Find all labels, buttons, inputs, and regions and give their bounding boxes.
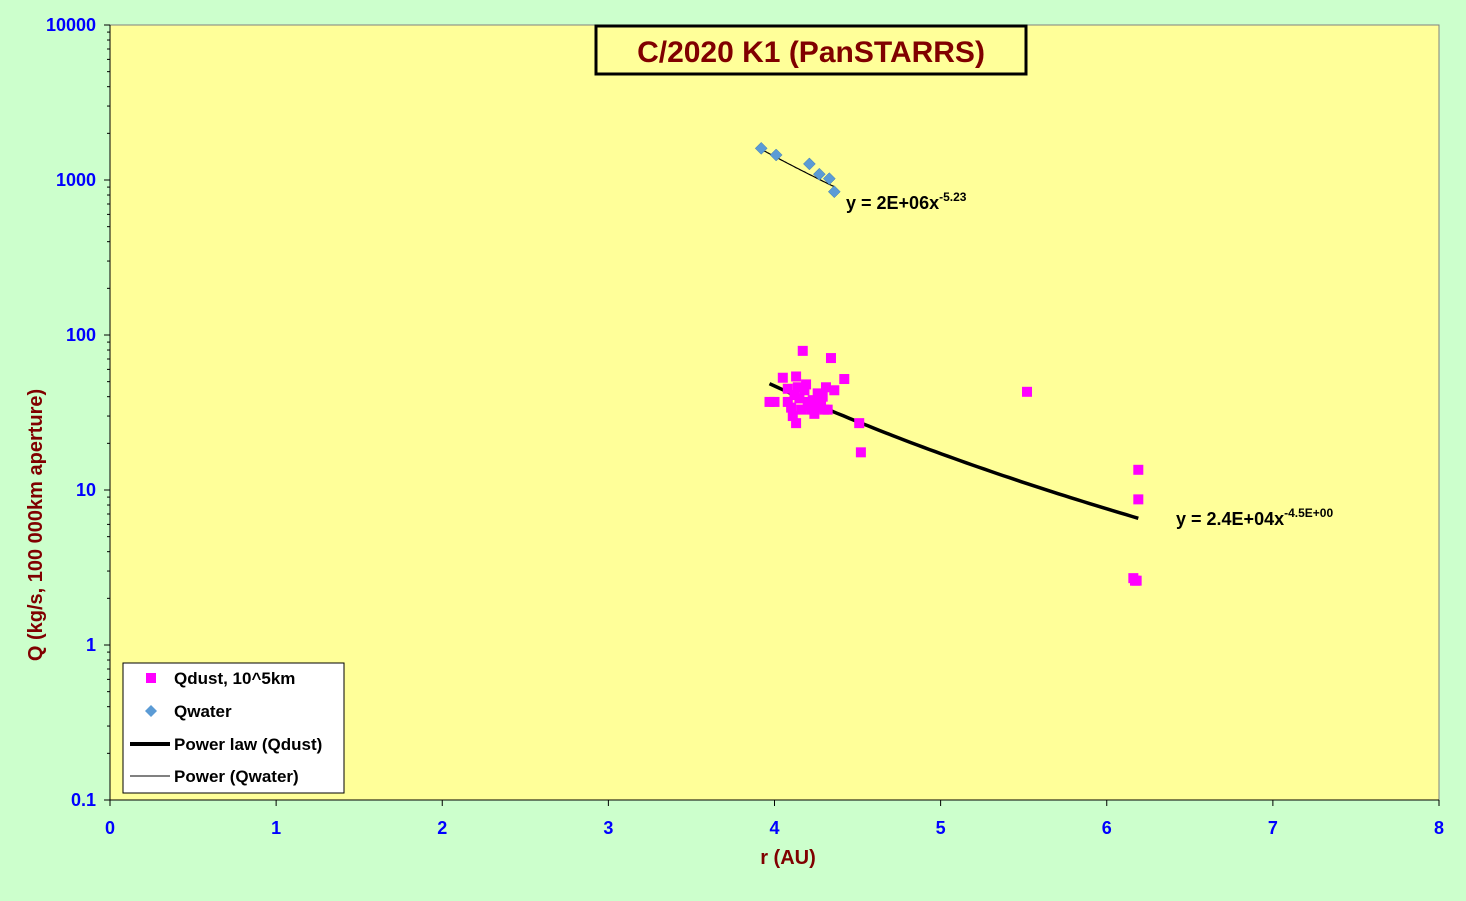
qdust-point bbox=[809, 408, 820, 419]
dust-fit-equation-base: y = 2.4E+04x bbox=[1176, 509, 1284, 529]
legend-dust-label: Qdust, 10^5km bbox=[174, 669, 295, 688]
qdust-point bbox=[796, 404, 807, 415]
qdust-point bbox=[791, 418, 802, 429]
qwater-point bbox=[769, 148, 783, 162]
qdust-point bbox=[1131, 575, 1142, 586]
qdust-point bbox=[782, 396, 793, 407]
qdust-point bbox=[1133, 464, 1144, 475]
qdust-point bbox=[799, 385, 810, 396]
x-tick-label: 5 bbox=[936, 818, 946, 838]
x-tick-label: 4 bbox=[769, 818, 779, 838]
y-tick-label: 0.1 bbox=[71, 790, 96, 810]
x-tick-label: 7 bbox=[1268, 818, 1278, 838]
qdust-point bbox=[1022, 386, 1033, 397]
title-box bbox=[594, 24, 1028, 76]
x-tick-label: 0 bbox=[105, 818, 115, 838]
x-ticks: 0 1 2 3 4 5 6 7 8 bbox=[105, 800, 1444, 838]
x-tick-label: 1 bbox=[271, 818, 281, 838]
qdust-point bbox=[825, 353, 836, 364]
legend-water-label: Qwater bbox=[174, 702, 232, 721]
legend-box bbox=[122, 662, 345, 794]
qdust-point bbox=[777, 372, 788, 383]
y-axis-label: Q (kg/s, 100 000km aperture) bbox=[25, 389, 47, 661]
qdust-point bbox=[794, 393, 805, 404]
legend: Qdust, 10^5km Qwater Power law (Qdust) P… bbox=[122, 662, 345, 794]
water-fit-equation: y = 2E+06x-5.23 bbox=[846, 190, 967, 213]
x-tick-label: 3 bbox=[603, 818, 613, 838]
y-tick-label: 10000 bbox=[46, 15, 96, 35]
y-tick-label: 1000 bbox=[56, 170, 96, 190]
qdust-point bbox=[817, 391, 828, 402]
y-tick-label: 10 bbox=[76, 480, 96, 500]
legend-dust-marker bbox=[146, 673, 156, 683]
qdust-point bbox=[792, 382, 803, 393]
qdust-point bbox=[855, 447, 866, 458]
y-tick-label: 100 bbox=[66, 325, 96, 345]
qdust-point bbox=[839, 374, 850, 385]
qdust-point bbox=[854, 418, 865, 429]
data-markers bbox=[754, 142, 1144, 586]
qdust-point bbox=[782, 383, 793, 394]
qwater-point bbox=[754, 142, 768, 155]
y-ticks: 0.1 1 10 100 1000 10000 bbox=[46, 15, 110, 810]
x-tick-label: 8 bbox=[1434, 818, 1444, 838]
qdust-point bbox=[1133, 494, 1144, 505]
x-tick-label: 6 bbox=[1102, 818, 1112, 838]
y-tick-label: 1 bbox=[86, 635, 96, 655]
qdust-point bbox=[807, 395, 818, 406]
qdust-point bbox=[786, 402, 797, 413]
x-tick-label: 2 bbox=[437, 818, 447, 838]
legend-dust-fit-label: Power law (Qdust) bbox=[174, 735, 322, 754]
water-fit-equation-base: y = 2E+06x bbox=[846, 193, 939, 213]
chart-title: C/2020 K1 (PanSTARRS) bbox=[637, 36, 985, 69]
legend-water-marker bbox=[145, 705, 157, 717]
qdust-point bbox=[769, 396, 780, 407]
qwater-point bbox=[822, 172, 836, 186]
x-axis-label: r (AU) bbox=[760, 847, 816, 869]
qdust-point bbox=[801, 379, 812, 390]
qwater-point bbox=[813, 167, 826, 181]
legend-water-fit-label: Power (Qwater) bbox=[174, 767, 299, 786]
qdust-point bbox=[787, 411, 798, 422]
qdust-point bbox=[797, 345, 808, 356]
qdust-point bbox=[820, 382, 831, 393]
water-fit-equation-exponent: -5.23 bbox=[939, 190, 967, 204]
qwater-point bbox=[827, 185, 841, 199]
dust-fit-equation-exponent: -4.5E+00 bbox=[1284, 506, 1333, 520]
qdust-point bbox=[822, 404, 833, 415]
dust-fit-equation: y = 2.4E+04x-4.5E+00 bbox=[1176, 506, 1333, 529]
qdust-point bbox=[791, 371, 802, 382]
qwater-point bbox=[803, 157, 816, 171]
qdust-point bbox=[829, 385, 840, 396]
